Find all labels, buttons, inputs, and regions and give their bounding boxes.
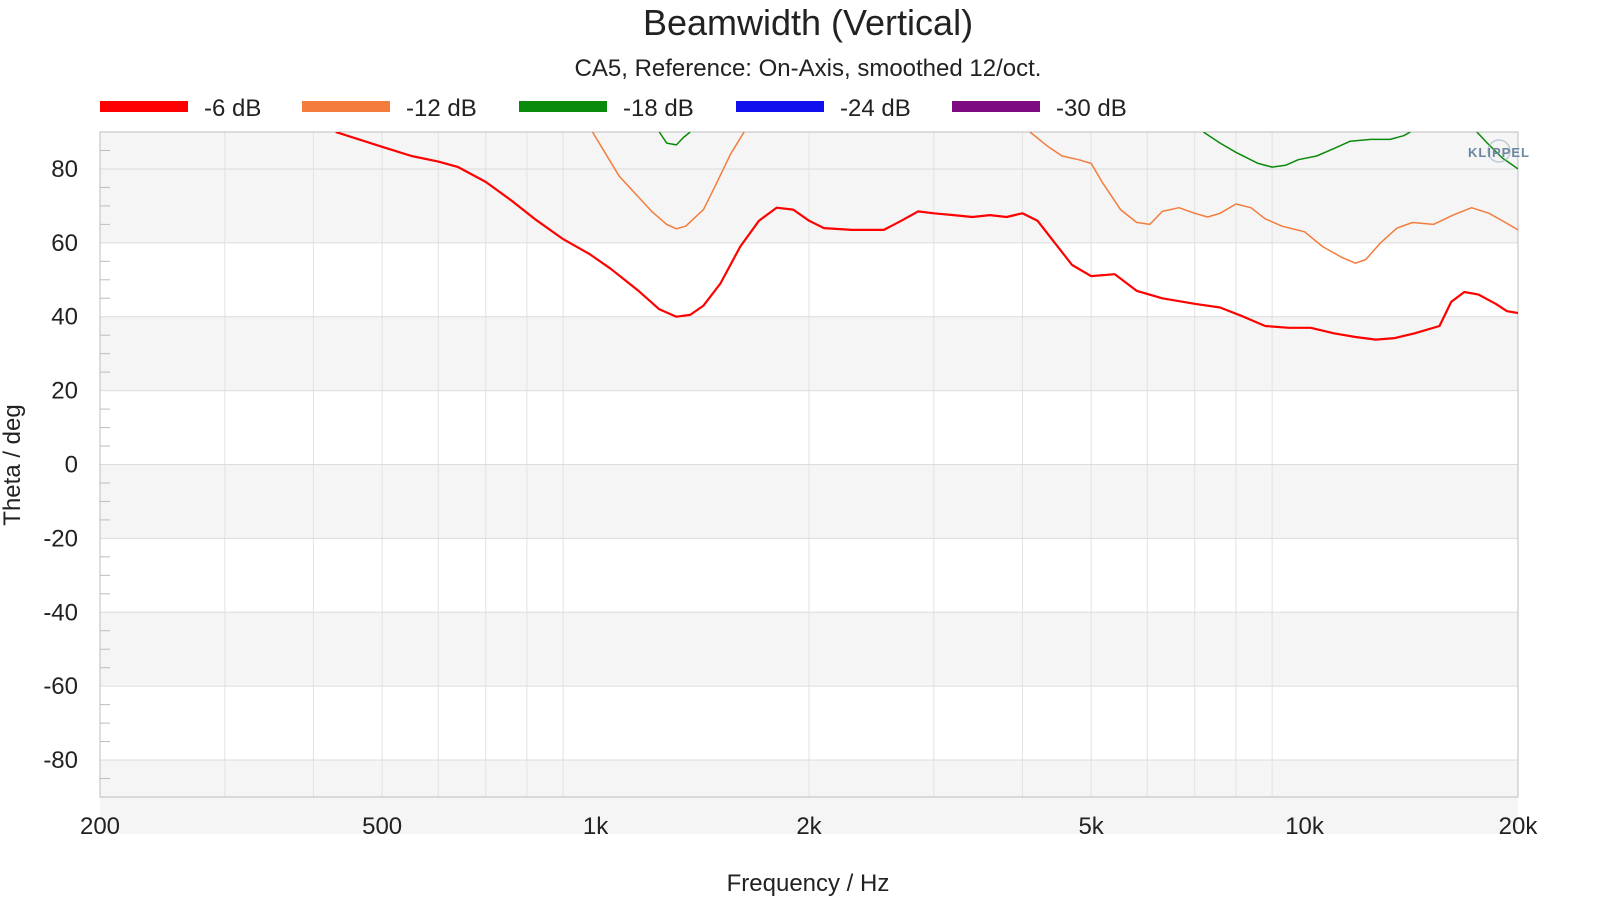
series-line-3 xyxy=(1202,132,1411,168)
y-axis-label: Theta / deg xyxy=(0,404,26,525)
x-tick-label: 20k xyxy=(1499,813,1539,840)
y-tick-label: 0 xyxy=(65,452,78,479)
x-tick-label: 2k xyxy=(796,813,822,840)
legend-label-4: -24 dB xyxy=(840,95,911,122)
legend-label-3: -18 dB xyxy=(623,95,694,122)
legend-label-1: -6 dB xyxy=(204,95,261,122)
series-group xyxy=(335,132,1518,341)
legend-swatch-3 xyxy=(519,101,607,112)
x-tick-label: 500 xyxy=(362,813,402,840)
klippel-logo: KLIPPEL xyxy=(1468,139,1530,163)
legend-swatch-5 xyxy=(952,101,1040,112)
chart-title: Beamwidth (Vertical) xyxy=(643,2,973,43)
series-line-3 xyxy=(1476,132,1518,170)
x-tick-label: 5k xyxy=(1078,813,1104,840)
x-tick-label: 200 xyxy=(80,813,120,840)
series-line-2 xyxy=(1029,132,1518,264)
y-tick-label: 80 xyxy=(51,156,78,183)
legend-swatch-2 xyxy=(302,101,390,112)
legend-label-2: -12 dB xyxy=(406,95,477,122)
legend-label-5: -30 dB xyxy=(1056,95,1127,122)
legend-swatch-1 xyxy=(100,101,188,112)
plot-frame xyxy=(99,131,1519,798)
x-axis-label: Frequency / Hz xyxy=(727,870,890,897)
y-tick-label: -60 xyxy=(43,673,78,700)
x-tick-label: 10k xyxy=(1285,813,1325,840)
legend: -6 dB -12 dB -18 dB -24 dB -30 dB xyxy=(100,95,1127,122)
y-tick-label: 40 xyxy=(51,304,78,331)
y-tick-label: 20 xyxy=(51,378,78,405)
series-line-3 xyxy=(658,132,691,146)
logo-text: KLIPPEL xyxy=(1468,145,1530,160)
x-tick-label: 1k xyxy=(583,813,609,840)
y-tick-label: -20 xyxy=(43,525,78,552)
y-tick-label: -80 xyxy=(43,747,78,774)
chart-subtitle: CA5, Reference: On-Axis, smoothed 12/oct… xyxy=(575,55,1042,82)
y-tick-label: -40 xyxy=(43,599,78,626)
y-tick-label: 60 xyxy=(51,230,78,257)
series-line-1 xyxy=(335,132,1518,341)
legend-swatch-4 xyxy=(736,101,824,112)
series-line-2 xyxy=(591,132,745,230)
